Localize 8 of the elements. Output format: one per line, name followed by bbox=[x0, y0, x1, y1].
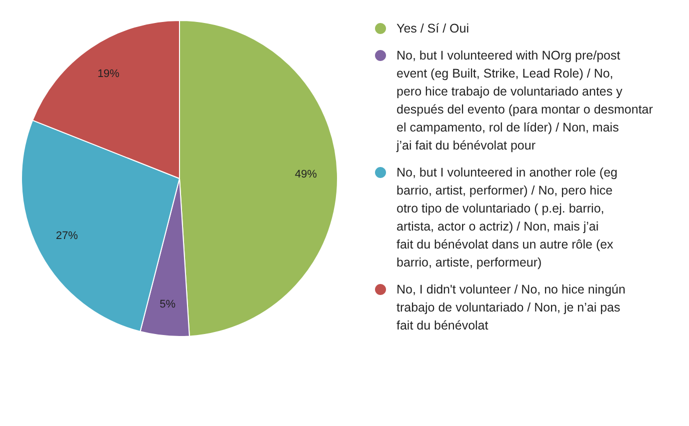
legend-label: Yes / Sí / Oui bbox=[396, 22, 469, 36]
legend-label: No, but I volunteered with NOrg pre/post event (eg Built, Strike, Lead Role) / No, pero hice trabajo de voluntariado antes y después del evento (para montar o desmontar el campamento, rol de líder) / Non, mais j’ai fait du bénévolat pour bbox=[396, 48, 653, 152]
data-label: 27% bbox=[56, 230, 78, 242]
data-label: 19% bbox=[97, 68, 120, 80]
legend-label: No, I didn't volunteer / No, no hice ningún trabajo de voluntariado / Non, je n’ai pas fait du bénévolat bbox=[396, 282, 626, 332]
legend-label: No, but I volunteered in another role (eg barrio, artist, performer) / No, pero hice otro tipo de voluntariado ( p.ej. barrio, artista, actor o actriz) / Non, mais j’ai fait du bénévolat dans un autre rôle (ex barrio, artiste, performeur) bbox=[396, 166, 618, 270]
data-label: 5% bbox=[160, 298, 176, 310]
data-label: 49% bbox=[294, 168, 318, 181]
